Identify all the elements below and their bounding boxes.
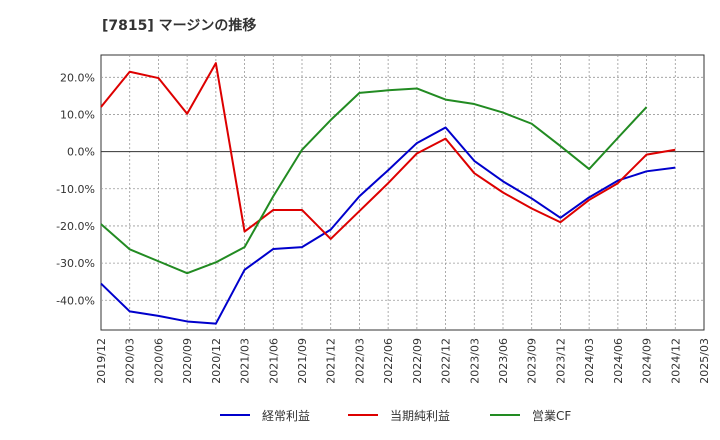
x-tick-label: 2023/06 <box>497 338 510 384</box>
legend-label: 経常利益 <box>262 409 310 423</box>
x-tick-label: 2021/12 <box>325 338 338 384</box>
x-tick-label: 2024/12 <box>669 338 682 384</box>
x-tick-label: 2025/03 <box>698 338 711 384</box>
x-tick-label: 2024/06 <box>612 338 625 384</box>
x-tick-label: 2020/12 <box>210 338 223 384</box>
x-tick-label: 2023/12 <box>554 338 567 384</box>
x-tick-label: 2021/09 <box>296 338 309 384</box>
x-tick-label: 2023/03 <box>468 338 481 384</box>
x-tick-label: 2024/03 <box>583 338 596 384</box>
chart-title: [7815] マージンの推移 <box>102 17 256 34</box>
legend-label: 営業CF <box>532 409 571 423</box>
x-tick-label: 2022/12 <box>440 338 453 384</box>
series-line-当期純利益 <box>100 62 676 240</box>
x-tick-label: 2021/03 <box>239 338 252 384</box>
x-tick-label: 2019/12 <box>95 338 108 384</box>
x-tick-label: 2020/06 <box>152 338 165 384</box>
plot-area <box>100 54 705 331</box>
x-tick-label: 2020/03 <box>124 338 137 384</box>
x-tick-label: 2022/06 <box>382 338 395 384</box>
y-tick-label: 20.0% <box>60 71 95 84</box>
y-tick-label: -40.0% <box>56 294 95 307</box>
series-lines <box>100 62 676 325</box>
series-line-経常利益 <box>100 126 676 325</box>
x-tick-label: 2021/06 <box>267 338 280 384</box>
x-tick-labels: 2019/12 2020/03 2020/06 2020/09 2020/12 2021/… <box>95 338 711 384</box>
y-tick-label: -10.0% <box>56 183 95 196</box>
x-tick-label: 2024/09 <box>641 338 654 384</box>
x-tick-label: 2020/09 <box>181 338 194 384</box>
y-tick-label: -30.0% <box>56 257 95 270</box>
series-line-営業CF <box>100 87 648 275</box>
y-tick-label: -20.0% <box>56 220 95 233</box>
x-tick-label: 2023/09 <box>526 338 539 384</box>
y-tick-labels: 20.0% 10.0% 0.0% -10.0% -20.0% -30.0% -40.0% <box>56 71 95 307</box>
legend-label: 当期純利益 <box>390 409 450 423</box>
y-tick-label: 0.0% <box>67 146 95 159</box>
legend: 経常利益 当期純利益 営業CF <box>220 409 571 423</box>
x-tick-label: 2022/09 <box>411 338 424 384</box>
y-tick-label: 10.0% <box>60 108 95 121</box>
x-tick-label: 2022/03 <box>353 338 366 384</box>
